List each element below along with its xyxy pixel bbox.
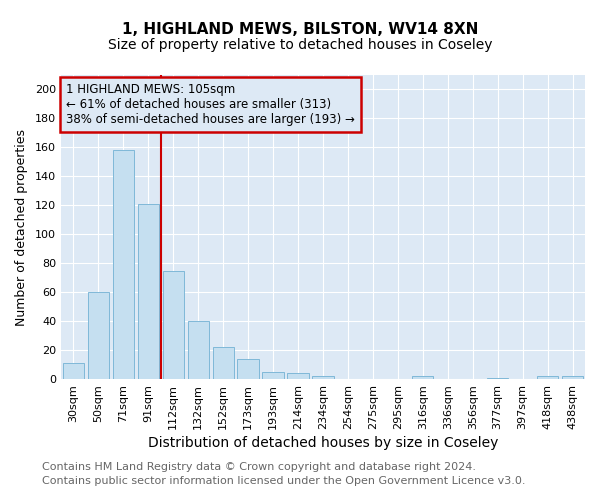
Bar [487, 378, 508, 379]
Text: Contains HM Land Registry data © Crown copyright and database right 2024.: Contains HM Land Registry data © Crown c… [42, 462, 476, 472]
Bar [137, 204, 159, 379]
Text: Size of property relative to detached houses in Coseley: Size of property relative to detached ho… [108, 38, 492, 52]
Bar [63, 364, 84, 379]
Bar [163, 270, 184, 379]
Bar [88, 292, 109, 379]
Bar [562, 376, 583, 379]
X-axis label: Distribution of detached houses by size in Coseley: Distribution of detached houses by size … [148, 436, 498, 450]
Bar [188, 322, 209, 379]
Text: Contains public sector information licensed under the Open Government Licence v3: Contains public sector information licen… [42, 476, 526, 486]
Text: 1, HIGHLAND MEWS, BILSTON, WV14 8XN: 1, HIGHLAND MEWS, BILSTON, WV14 8XN [122, 22, 478, 38]
Bar [287, 374, 308, 379]
Bar [412, 376, 433, 379]
Bar [537, 376, 558, 379]
Bar [212, 348, 234, 379]
Y-axis label: Number of detached properties: Number of detached properties [15, 128, 28, 326]
Bar [238, 359, 259, 379]
Text: 1 HIGHLAND MEWS: 105sqm
← 61% of detached houses are smaller (313)
38% of semi-d: 1 HIGHLAND MEWS: 105sqm ← 61% of detache… [66, 82, 355, 126]
Bar [262, 372, 284, 379]
Bar [113, 150, 134, 379]
Bar [313, 376, 334, 379]
